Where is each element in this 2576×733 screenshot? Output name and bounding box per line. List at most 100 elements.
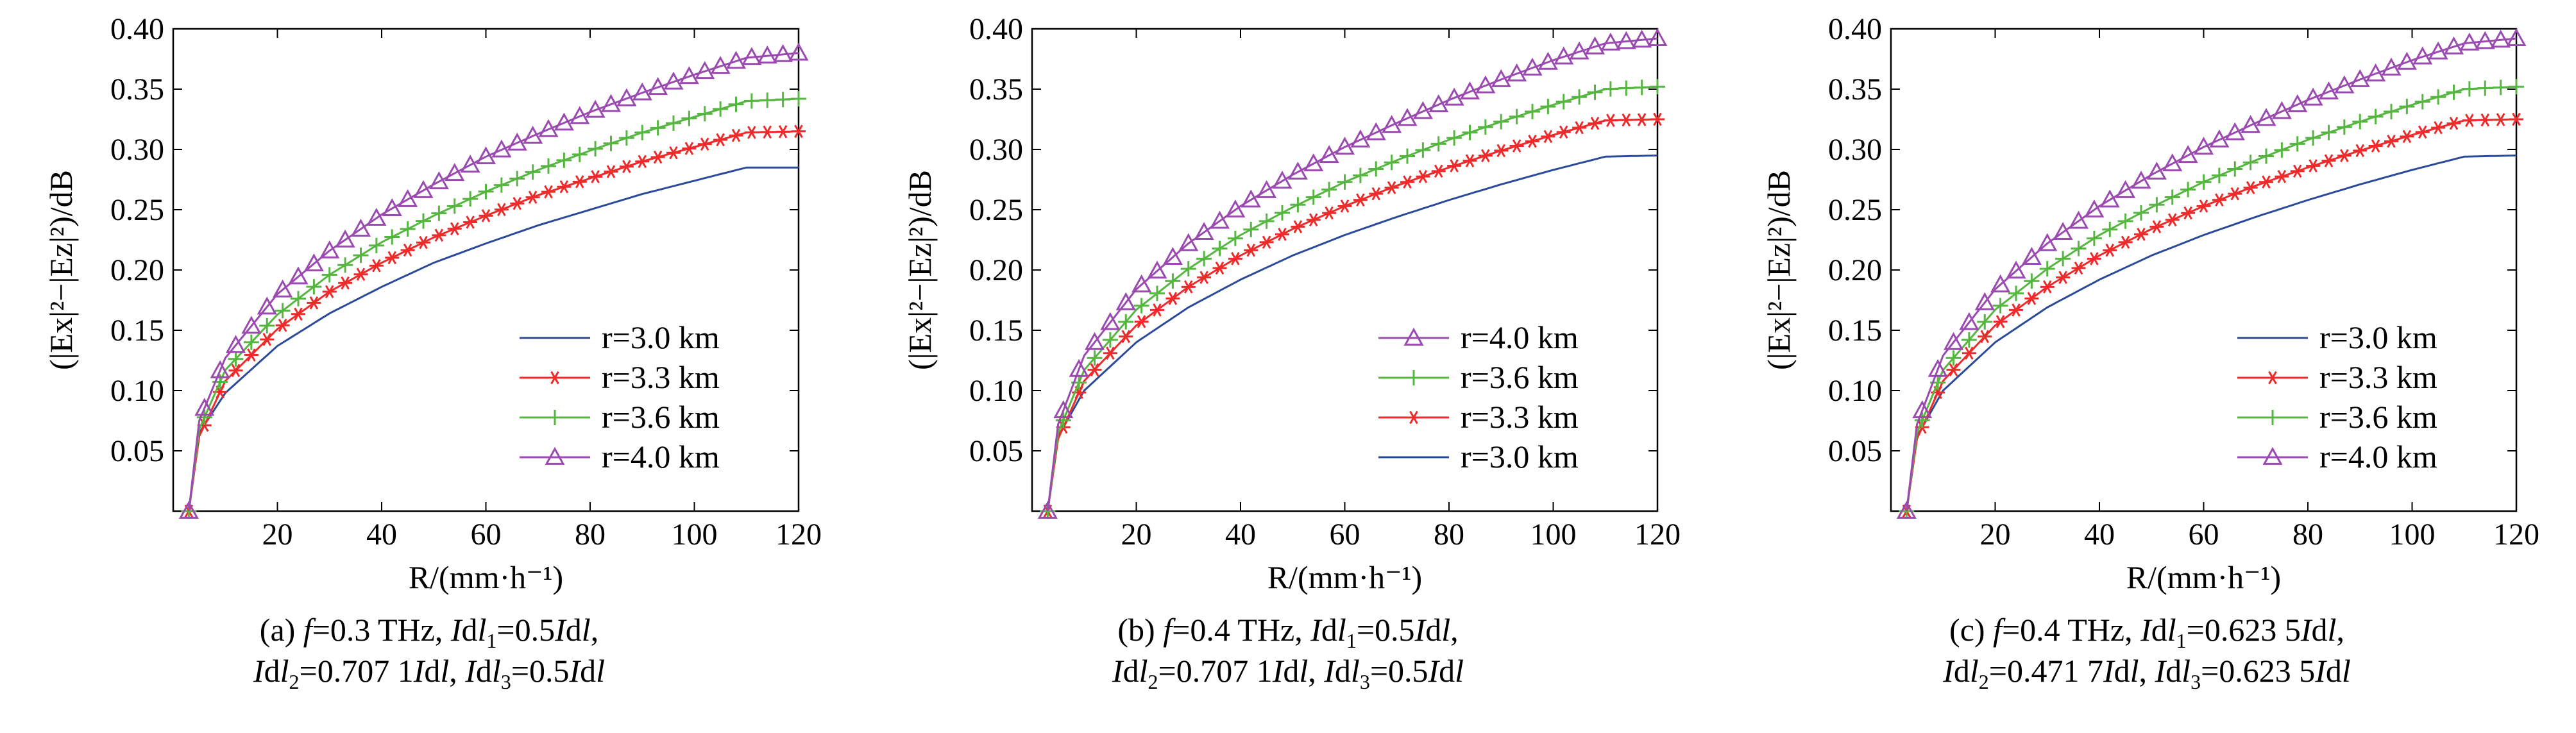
marker-a-r36 [416,213,431,229]
marker-c-r36 [2509,79,2524,95]
marker-c-r36 [2493,80,2509,96]
marker-a-r33 [604,165,618,178]
caption-a-i2: 0.707 1 [317,653,414,689]
series-c-r30 [1905,154,2517,512]
marker-b-r33 [1322,206,1337,220]
chart-panel-b: 0.05 0.10 0.15 0.20 0.25 0.30 0.35 0.40 20 40 60 80… [859,0,1717,733]
series-line-a-r36 [187,97,799,512]
marker-a-r40 [303,253,324,272]
marker-b-r36 [1118,314,1134,330]
marker-b-r36 [1384,155,1400,171]
legend-label-c-r30: r=3.0 km [2319,319,2437,355]
marker-b-r33 [1337,199,1352,213]
y-tick-label-a: 0.30 [110,133,164,167]
marker-a-r40 [382,198,402,217]
marker-b-r36 [1400,148,1415,164]
x-tick-label-a: 60 [471,518,502,552]
marker-a-r40 [319,240,340,258]
marker-a-r36 [618,130,634,146]
caption-b-freq: 0.4 [1190,612,1230,648]
marker-b-r40 [1444,87,1464,106]
x-tick-label-c: 100 [2389,518,2436,552]
marker-b-r33 [1244,243,1258,257]
marker-c-r33 [2462,114,2477,127]
marker-a-r36 [759,92,775,108]
marker-a-r40 [710,56,731,74]
marker-c-r33 [2509,112,2523,126]
legend-marker-a-r40 [545,446,565,465]
marker-a-r33 [307,296,321,310]
marker-c-r36 [2227,161,2243,177]
marker-b-r36 [1368,161,1384,177]
y-tick-label-c: 0.25 [1828,193,1882,227]
marker-b-r40 [1194,222,1214,240]
marker-a-r33 [494,203,509,217]
marker-a-r33 [729,128,743,142]
x-axis-label-a: R/(mm·h⁻¹) [409,559,563,595]
marker-b-r40 [1366,122,1386,140]
marker-b-r40 [1257,180,1277,198]
y-tick-label-b: 0.30 [969,133,1023,167]
marker-a-r40 [538,119,559,137]
marker-a-r36 [681,110,697,126]
marker-c-r33 [2446,117,2461,130]
marker-c-r36 [2274,142,2290,158]
marker-b-r33 [1165,292,1180,305]
marker-a-r40 [194,398,215,416]
caption-a-i1: 0.5 [514,612,555,648]
marker-c-r33 [2306,159,2321,173]
marker-c-r40 [2209,129,2230,147]
legend-marker-c-r33 [2266,371,2280,385]
series-a-r30 [187,166,799,512]
marker-a-r33 [541,185,555,199]
marker-c-r36 [2149,197,2165,213]
marker-b-r36 [1165,273,1181,289]
marker-c-r40 [2053,222,2073,240]
marker-a-r33 [588,170,603,183]
marker-a-r36 [493,177,509,193]
marker-c-r33 [2071,261,2086,275]
marker-c-r36 [2024,273,2040,289]
marker-c-r40 [2350,69,2370,87]
marker-c-r33 [2040,280,2055,294]
marker-b-r36 [1446,130,1462,146]
marker-c-r33 [2009,303,2023,317]
marker-a-r40 [600,94,622,112]
marker-a-r36 [556,152,572,168]
marker-a-r40 [413,180,434,198]
y-tick-label-b: 0.25 [969,193,1023,227]
marker-b-r40 [1350,129,1371,147]
marker-b-r40 [1319,145,1339,164]
caption-b: (b) f=0.4 THz, Idl1=0.5Idl, Idl2=0.707 1… [1112,612,1464,693]
legend-marker-b-r40 [1403,327,1424,346]
x-tick-label-c: 80 [2292,518,2323,552]
marker-c-r40 [1959,312,1979,330]
marker-b-r33 [1416,170,1430,183]
marker-c-r36 [2414,94,2430,110]
x-tick-label-c: 60 [2189,518,2219,552]
series-b-r30 [1046,154,1658,512]
marker-b-r36 [1087,350,1103,366]
marker-b-r40 [1412,101,1433,119]
marker-c-r33 [2275,170,2289,183]
x-tick-label-c: 40 [2084,518,2115,552]
marker-c-r33 [2134,228,2148,241]
marker-b-r33 [1353,193,1368,207]
marker-b-r40 [1554,46,1574,65]
series-b-r33 [1040,112,1665,518]
marker-a-r36 [400,221,416,237]
y-axis-label-b: (|Ex|²−|Ez|²)/dB [902,170,938,370]
marker-b-r36 [1540,99,1556,115]
marker-c-r36 [2477,80,2493,96]
caption-a-freq: 0.3 [330,612,371,648]
y-tick-label-a: 0.25 [110,193,164,227]
marker-b-r40 [1100,312,1121,330]
series-line-a-r30 [187,166,799,512]
marker-b-r40 [1632,29,1652,48]
marker-c-r40 [2412,46,2433,65]
marker-c-r40 [2115,180,2136,198]
x-tick-label-c: 20 [1980,518,2011,552]
legend-label-a-r30: r=3.0 km [602,319,720,355]
marker-b-r36 [1462,124,1478,140]
caption-b-i3: 0.5 [1388,653,1428,689]
